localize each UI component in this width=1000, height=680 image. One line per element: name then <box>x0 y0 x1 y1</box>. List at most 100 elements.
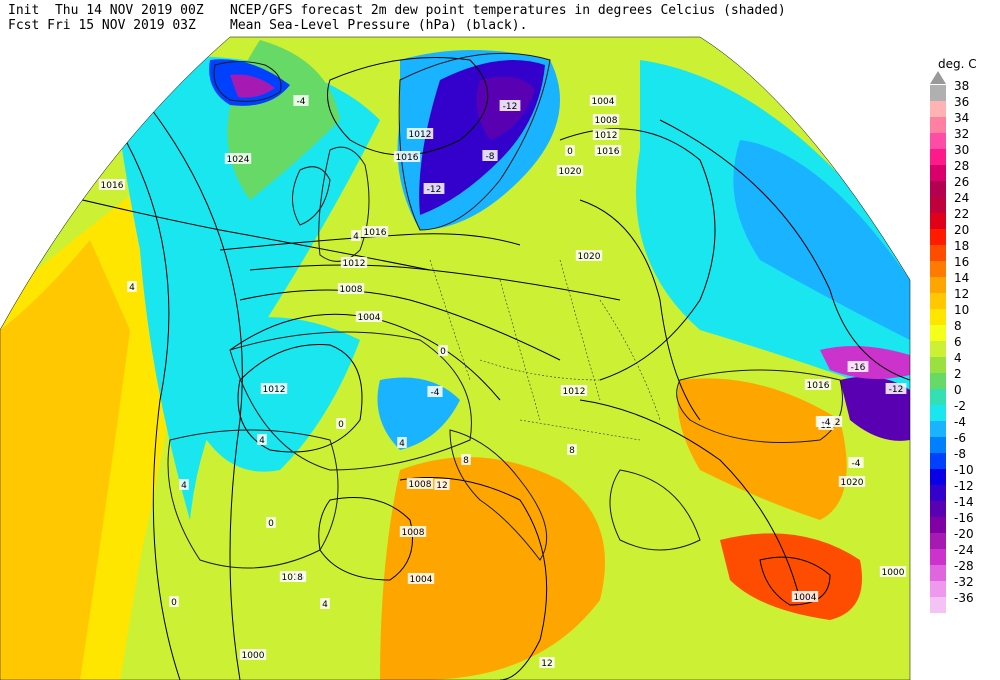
legend-swatch <box>930 261 946 277</box>
legend-label: -12 <box>954 479 974 493</box>
isobar-label: 1024 <box>227 155 250 165</box>
map-title: NCEP/GFS forecast 2m dew point temperatu… <box>230 3 786 18</box>
italy-coast <box>449 429 548 561</box>
legend-label: -10 <box>954 463 974 477</box>
temperature-label: 8 <box>297 573 303 583</box>
temperature-label-bg <box>179 479 189 490</box>
legend-label: 8 <box>954 319 962 333</box>
temperature-label-bg <box>257 434 267 445</box>
legend-swatch <box>930 277 946 293</box>
temperature-label: 0 <box>338 420 344 430</box>
legend-swatch <box>930 181 946 197</box>
temperature-label-bg <box>499 100 521 111</box>
legend-swatch <box>930 293 946 309</box>
black-sea-coast <box>676 369 843 443</box>
legend-label: 34 <box>954 111 970 125</box>
legend-label: -2 <box>954 399 966 413</box>
isobar-label-bg <box>407 573 435 584</box>
legend-label: -6 <box>954 431 966 445</box>
isobar-label-bg <box>98 179 126 190</box>
temperature-label: -4 <box>852 459 861 469</box>
legend-swatch <box>930 85 946 101</box>
isobar-label-bg <box>592 114 620 125</box>
border-lines <box>429 259 661 441</box>
isobar-label: 1008 <box>595 116 618 126</box>
legend-swatch <box>930 469 946 485</box>
bay-of-biscay-dry-field <box>195 317 360 472</box>
legend-label: 36 <box>954 95 970 109</box>
legend-label: -8 <box>954 447 966 461</box>
legend-label: 4 <box>954 351 962 365</box>
temperature-label: -16 <box>851 363 866 373</box>
isobar-label-bg <box>589 95 617 106</box>
legend-swatch <box>930 501 946 517</box>
legend-label: 16 <box>954 255 970 269</box>
temperature-label-bg <box>320 598 330 609</box>
temperature-label-bg <box>848 457 864 468</box>
map-frame <box>0 36 911 680</box>
temperature-label: 4 <box>259 436 265 446</box>
scandinavia-coast <box>398 52 551 231</box>
legend-swatch <box>930 133 946 149</box>
temperature-label-bg <box>438 345 448 356</box>
legend-label: -4 <box>954 415 966 429</box>
isobar-label: 1004 <box>794 593 817 603</box>
isobar-label: 1000 <box>242 651 265 661</box>
isobar-line <box>219 233 521 251</box>
isobar-label: 1016 <box>396 153 419 163</box>
temperature-label: -4 <box>431 388 440 398</box>
legend-swatch <box>930 405 946 421</box>
isobar-label-bg <box>239 649 267 660</box>
legend-swatch <box>930 389 946 405</box>
legend-swatch <box>930 117 946 133</box>
isobar-label-bg <box>279 571 307 582</box>
legend-swatch <box>930 597 946 613</box>
isobar-label-bg <box>791 591 819 602</box>
legend-swatch <box>930 517 946 533</box>
legend-swatch <box>930 101 946 117</box>
temperature-label: 8 <box>569 446 575 456</box>
legend-label: 24 <box>954 191 970 205</box>
dewpoint-map: 1024 1016 1012 1016 1016 1012 1008 1004 1004 1008… <box>0 36 911 680</box>
greece-coast <box>609 469 701 551</box>
legend-label: -14 <box>954 495 974 509</box>
isobar-label: 1016 <box>282 573 305 583</box>
temperature-label-bg <box>565 145 575 156</box>
legend-label: 26 <box>954 175 970 189</box>
isobar-label: 1008 <box>402 528 425 538</box>
temperature-label-bg <box>336 418 346 429</box>
legend-label: 30 <box>954 143 970 157</box>
legend-swatch <box>930 453 946 469</box>
temperature-label-bg <box>847 361 869 372</box>
temperature-label-bg <box>461 454 471 465</box>
temperature-label-bg <box>127 281 137 292</box>
legend-label: 10 <box>954 303 970 317</box>
isobar-label-bg <box>879 566 907 577</box>
legend-swatch <box>930 485 946 501</box>
legend-swatch <box>930 165 946 181</box>
map-area: 1024 1016 1012 1016 1016 1012 1008 1004 1004 1008… <box>0 37 910 680</box>
isobar-label-bg <box>575 250 603 261</box>
levant-hot-field <box>720 533 862 620</box>
legend-label: 12 <box>954 287 970 301</box>
temperature-label-bg <box>885 383 907 394</box>
temperature-label: 4 <box>353 232 359 242</box>
isobar-line <box>559 128 716 381</box>
temperature-labels: -4-12-8-12040-440-4484088401212-4-16124-… <box>127 95 907 669</box>
temperature-label: 4 <box>399 439 405 449</box>
legend-swatch <box>930 149 946 165</box>
isobar-labels: 1024 1016 1012 1016 1016 1012 1008 1004 1004 1008… <box>98 95 907 661</box>
temperature-label: -4 <box>822 418 831 428</box>
temperature-label: 12 <box>541 659 552 669</box>
isobar-label-bg <box>260 383 288 394</box>
temperature-label-bg <box>169 596 179 607</box>
color-legend: deg. C 38 36 34 32 30 28 26 24 22 20 18 16 14 12 10 8 6 4… <box>920 55 995 615</box>
isobar-label: 1016 <box>597 147 620 157</box>
isobar-line <box>579 399 801 601</box>
temperature-label-bg <box>434 479 450 490</box>
legend-swatch <box>930 341 946 357</box>
legend-swatch <box>930 437 946 453</box>
temperature-label-bg <box>482 150 498 161</box>
isobar-label-bg <box>804 379 832 390</box>
isobar-label-bg <box>406 128 434 139</box>
